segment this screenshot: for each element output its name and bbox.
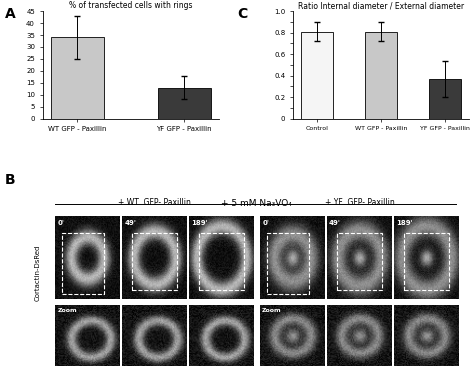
Text: C: C bbox=[237, 7, 247, 22]
Text: Cortactin-DsRed: Cortactin-DsRed bbox=[35, 244, 40, 301]
Bar bbox=[365, 32, 397, 119]
Bar bbox=[301, 32, 333, 119]
Text: + 5 mM Na₃VO₄: + 5 mM Na₃VO₄ bbox=[220, 199, 292, 208]
Text: B: B bbox=[5, 173, 15, 187]
Bar bbox=[429, 79, 461, 119]
Bar bbox=[157, 88, 211, 119]
Text: A: A bbox=[5, 7, 16, 22]
Text: + WT  GFP- Paxillin: + WT GFP- Paxillin bbox=[118, 198, 191, 207]
Bar bbox=[51, 37, 104, 119]
Title: % of transfected cells with rings: % of transfected cells with rings bbox=[69, 1, 192, 10]
Text: + YF  GFP- Paxillin: + YF GFP- Paxillin bbox=[325, 198, 394, 207]
Title: Ratio Internal diameter / External diameter: Ratio Internal diameter / External diame… bbox=[298, 1, 464, 10]
